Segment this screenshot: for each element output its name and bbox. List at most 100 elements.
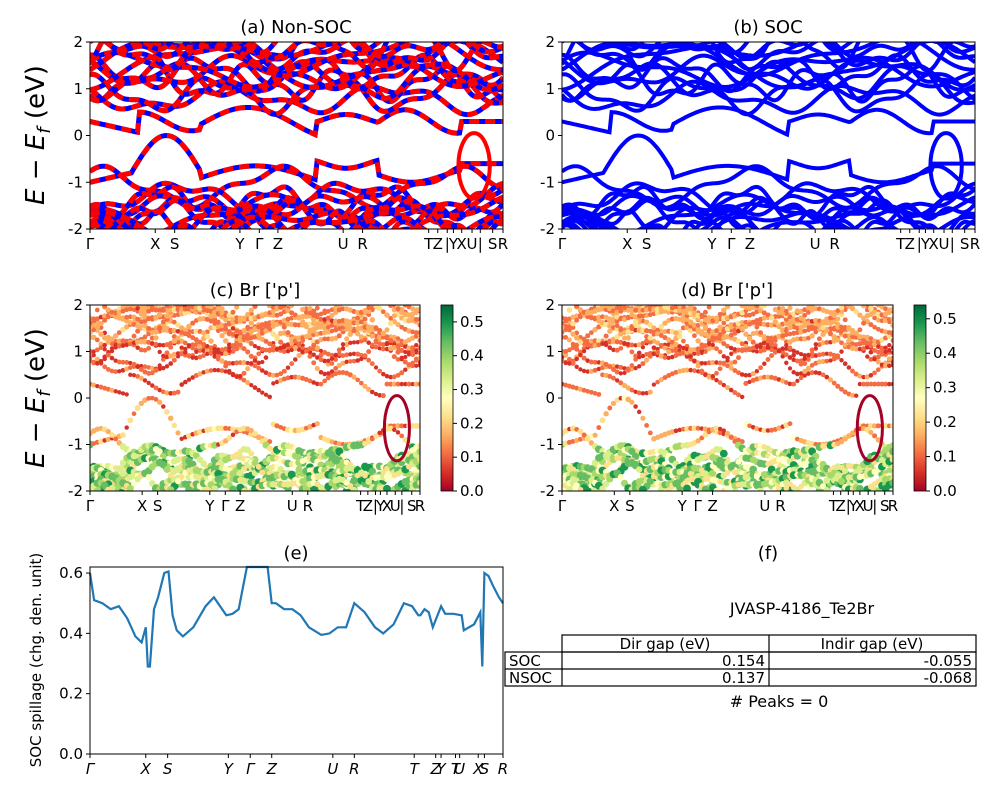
projection-point [802, 322, 808, 328]
projection-point [747, 321, 752, 327]
projection-point [725, 363, 730, 369]
projection-point [857, 312, 863, 318]
projection-point [303, 324, 309, 330]
projection-point [413, 381, 419, 387]
projection-point [120, 432, 126, 439]
x-tick-label: Z [707, 497, 717, 515]
projection-point [839, 324, 844, 330]
projection-point [629, 387, 635, 393]
projection-point [644, 390, 649, 396]
projection-point [138, 366, 144, 373]
projection-point [149, 370, 155, 376]
projection-point [369, 436, 375, 442]
projection-point [636, 313, 642, 319]
projection-point [119, 459, 127, 467]
projection-point [380, 393, 386, 399]
projection-point [417, 479, 420, 486]
projection-point [695, 346, 701, 352]
x-tick-label: | [917, 235, 922, 253]
projection-point [714, 378, 719, 383]
projection-point [721, 307, 727, 313]
projection-point [607, 405, 613, 411]
projection-point [890, 306, 893, 312]
projection-point [109, 432, 115, 438]
projection-point [399, 347, 405, 353]
peaks-count: # Peaks = 0 [730, 692, 829, 711]
projection-point [585, 388, 591, 394]
projection-point [768, 322, 775, 328]
projection-point [592, 359, 598, 365]
projection-point [827, 377, 834, 383]
colorbar-gradient [440, 304, 454, 492]
projection-point [391, 313, 397, 319]
projection-point [772, 306, 778, 313]
projection-point [336, 307, 342, 313]
projection-point [817, 370, 822, 376]
band-28-nsoc-red [103, 42, 503, 61]
projection-point [806, 357, 811, 362]
projection-point [883, 363, 889, 369]
x-tick-label: U [759, 497, 770, 515]
projection-point [285, 342, 291, 347]
projection-point [244, 446, 251, 454]
projection-point [153, 397, 159, 402]
projection-point [585, 358, 590, 363]
projection-point [695, 326, 701, 332]
projection-point [577, 486, 584, 491]
projection-point [714, 346, 719, 352]
projection-point [724, 305, 731, 310]
projection-point [882, 423, 889, 429]
projection-point [584, 436, 591, 442]
projection-point [102, 356, 107, 362]
projection-point [849, 430, 856, 436]
projection-point [399, 423, 405, 429]
projection-point [875, 354, 881, 360]
projection-point [861, 374, 866, 380]
projection-point [355, 331, 361, 337]
projection-point [153, 335, 159, 341]
projection-point [135, 328, 141, 334]
projection-point [834, 472, 842, 479]
projection-point [794, 358, 800, 364]
projection-point [780, 349, 786, 355]
projection-point [90, 486, 94, 491]
projection-point [94, 307, 100, 313]
projection-point [706, 374, 712, 380]
projection-point [219, 333, 225, 339]
projection-point [816, 336, 822, 342]
projection-point [754, 324, 760, 330]
x-tick-label: R [303, 497, 313, 515]
projection-point [809, 333, 815, 339]
projection-point [311, 352, 316, 357]
projection-point [156, 448, 163, 455]
x-tick-label: R [829, 235, 839, 253]
projection-point [861, 346, 867, 352]
projection-point [702, 309, 708, 315]
projection-point [182, 350, 188, 355]
projection-point [761, 336, 767, 342]
projection-point [835, 383, 841, 389]
projection-point [681, 345, 686, 351]
projection-point [175, 328, 181, 334]
projection-point [687, 305, 694, 312]
projection-point [585, 339, 591, 344]
projection-point [296, 353, 302, 359]
projection-point [772, 319, 778, 325]
projection-point [849, 305, 856, 312]
panel-title: (d) Br ['p'] [681, 280, 773, 301]
projection-point [640, 307, 646, 313]
projection-point [245, 380, 251, 386]
projection-point [343, 479, 350, 486]
projection-point [230, 343, 236, 349]
projection-point [399, 433, 405, 439]
projection-point [289, 374, 295, 380]
projection-point [157, 325, 163, 331]
projection-point [102, 347, 107, 352]
projection-point [417, 360, 420, 365]
projection-point [366, 357, 372, 363]
x-tick-label: Γ [727, 235, 736, 253]
projection-point [871, 423, 878, 429]
y-tick-label: 2 [73, 296, 83, 314]
y-ticks: -2 -1 0 1 2 [68, 296, 90, 500]
projection-point [802, 312, 808, 318]
